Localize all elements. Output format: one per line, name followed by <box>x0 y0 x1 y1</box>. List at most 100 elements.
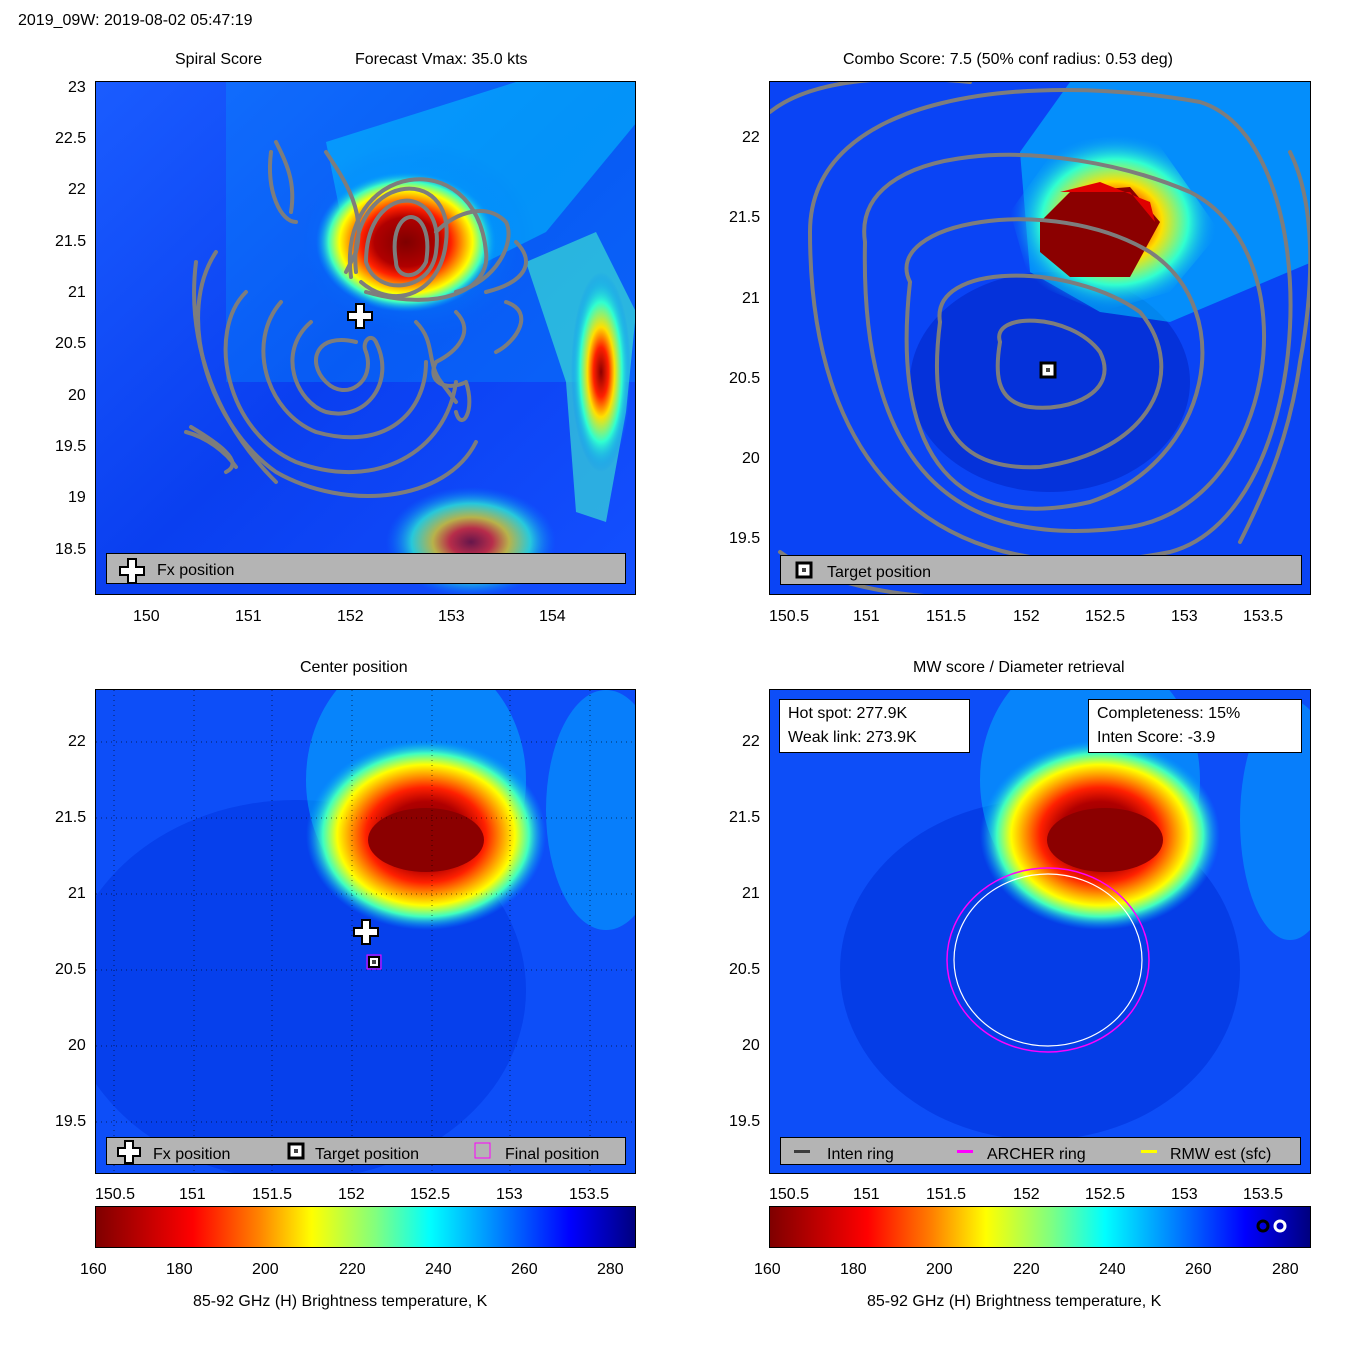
xtick: 150.5 <box>769 608 810 625</box>
cbar-tick: 200 <box>252 1261 279 1278</box>
cbar-tick: 180 <box>840 1261 867 1278</box>
xtick: 152 <box>1013 608 1040 625</box>
ytick: 21.5 <box>55 233 87 250</box>
center-legend-final: Final position <box>505 1146 600 1163</box>
center-heatmap <box>96 690 635 1173</box>
ytick: 22 <box>68 733 86 750</box>
fx-marker <box>347 303 373 329</box>
ytick: 18.5 <box>55 541 87 558</box>
ytick: 21.5 <box>55 809 87 826</box>
inten-ring-swatch <box>794 1150 810 1153</box>
ytick: 20 <box>68 1037 86 1054</box>
combo-legend-target: Target position <box>827 564 932 581</box>
target-square-icon <box>795 561 813 579</box>
spiral-plot: Fx position <box>95 81 636 595</box>
center-legend: Fx position Target position Final positi… <box>106 1137 626 1165</box>
archer-ring-swatch <box>957 1150 973 1153</box>
header-title: 2019_09W: 2019-08-02 05:47:19 <box>18 12 253 29</box>
weak-link: Weak link: 273.9K <box>788 729 917 746</box>
cbar-tick: 180 <box>166 1261 193 1278</box>
ytick: 19.5 <box>729 530 761 547</box>
target-square-icon <box>287 1142 305 1160</box>
cbar-tick: 160 <box>754 1261 781 1278</box>
plus-icon <box>119 558 145 584</box>
ytick: 22 <box>68 181 86 198</box>
xtick: 153 <box>1171 1186 1198 1203</box>
cbar-tick: 280 <box>597 1261 624 1278</box>
ytick: 21 <box>742 290 760 307</box>
xtick: 153 <box>1171 608 1198 625</box>
target-marker <box>366 954 382 970</box>
xtick: 153.5 <box>1243 608 1284 625</box>
ytick: 22.5 <box>55 130 87 147</box>
ytick: 20.5 <box>55 335 87 352</box>
ytick: 21.5 <box>729 809 761 826</box>
colorbar-right <box>769 1206 1311 1248</box>
combo-legend: Target position <box>780 555 1302 585</box>
cbar-tick: 240 <box>1099 1261 1126 1278</box>
mw-title: MW score / Diameter retrieval <box>913 659 1125 676</box>
ytick: 21.5 <box>729 209 761 226</box>
xtick: 152 <box>338 1186 365 1203</box>
ytick: 19.5 <box>729 1113 761 1130</box>
rmw-swatch <box>1141 1150 1157 1153</box>
xtick: 152 <box>1013 1186 1040 1203</box>
completeness: Completeness: 15% <box>1097 705 1241 722</box>
ytick: 21 <box>742 885 760 902</box>
cbar-tick: 280 <box>1272 1261 1299 1278</box>
ytick: 21 <box>68 284 86 301</box>
spiral-title: Spiral Score <box>175 51 263 68</box>
cbar-tick: 240 <box>425 1261 452 1278</box>
xtick: 150 <box>133 608 160 625</box>
cbar-tick: 260 <box>511 1261 538 1278</box>
ytick: 22 <box>742 733 760 750</box>
cbar-tick: 220 <box>1013 1261 1040 1278</box>
mw-legend-archer: ARCHER ring <box>987 1146 1086 1163</box>
mw-legend: Inten ring ARCHER ring RMW est (sfc) <box>780 1137 1301 1165</box>
mw-score-box: Completeness: 15% Inten Score: -3.9 <box>1088 699 1302 753</box>
spiral-heatmap <box>96 82 635 594</box>
spiral-legend-fx: Fx position <box>157 562 235 579</box>
mw-plot: Hot spot: 277.9K Weak link: 273.9K Compl… <box>769 689 1311 1174</box>
xtick: 150.5 <box>95 1186 136 1203</box>
ytick: 20 <box>742 450 760 467</box>
spiral-subtitle: Forecast Vmax: 35.0 kts <box>355 51 528 68</box>
ytick: 20.5 <box>729 961 761 978</box>
spiral-legend: Fx position <box>106 553 626 584</box>
mw-heatmap <box>770 690 1310 1173</box>
xtick: 152 <box>337 608 364 625</box>
xtick: 151 <box>853 1186 880 1203</box>
xtick: 151.5 <box>926 608 967 625</box>
inten-ring <box>953 873 1143 1047</box>
ytick: 20.5 <box>729 370 761 387</box>
combo-title: Combo Score: 7.5 (50% conf radius: 0.53 … <box>843 51 1173 68</box>
xtick: 153.5 <box>569 1186 610 1203</box>
colorbar-left-label: 85-92 GHz (H) Brightness temperature, K <box>193 1293 488 1310</box>
colorbar-right-label: 85-92 GHz (H) Brightness temperature, K <box>867 1293 1162 1310</box>
center-legend-fx: Fx position <box>153 1146 231 1163</box>
combo-plot: Target position <box>769 81 1311 595</box>
ytick: 21 <box>68 885 86 902</box>
xtick: 151.5 <box>926 1186 967 1203</box>
xtick: 152.5 <box>1085 608 1126 625</box>
xtick: 151 <box>179 1186 206 1203</box>
fx-marker <box>353 919 379 945</box>
colorbar-left <box>95 1206 636 1248</box>
ring-markers-icon <box>1256 1219 1287 1233</box>
xtick: 153 <box>496 1186 523 1203</box>
cbar-tick: 200 <box>926 1261 953 1278</box>
ytick: 20.5 <box>55 961 87 978</box>
inten-score: Inten Score: -3.9 <box>1097 729 1216 746</box>
xtick: 154 <box>539 608 566 625</box>
xtick: 151 <box>235 608 262 625</box>
center-plot: Fx position Target position Final positi… <box>95 689 636 1174</box>
xtick: 150.5 <box>769 1186 810 1203</box>
combo-heatmap <box>770 82 1310 594</box>
hot-spot: Hot spot: 277.9K <box>788 705 908 722</box>
xtick: 152.5 <box>410 1186 451 1203</box>
archer-ring <box>946 867 1150 1053</box>
xtick: 151 <box>853 608 880 625</box>
ytick: 19 <box>68 489 86 506</box>
plus-icon <box>117 1140 141 1164</box>
final-square-icon <box>474 1142 491 1159</box>
